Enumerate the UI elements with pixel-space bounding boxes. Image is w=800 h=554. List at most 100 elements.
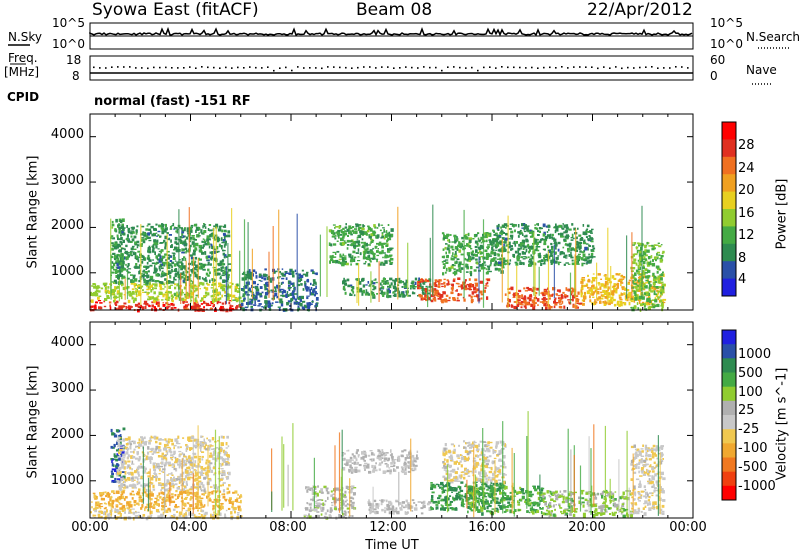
velocity-region-11 xyxy=(630,444,666,516)
velocity-region-3 xyxy=(115,435,231,493)
date-title: 22/Apr/2012 xyxy=(587,0,693,20)
velocity-colorbar-segment-2 xyxy=(722,358,736,373)
freq-dot xyxy=(297,66,299,68)
freq-dot xyxy=(351,67,353,69)
nsky-trace-line xyxy=(89,26,693,37)
freq-dot xyxy=(231,67,233,69)
freq-dot xyxy=(399,67,401,69)
velocity-colorbar-segment-0 xyxy=(722,330,736,345)
freq-dot xyxy=(477,69,479,72)
cbar-vel-tick-m500: -500 xyxy=(738,460,768,475)
freq-dot xyxy=(249,66,251,68)
nsearch-tick-bottom: 10^0 xyxy=(710,37,743,51)
freq-dot xyxy=(531,66,533,69)
freq-dot xyxy=(207,66,209,69)
freq-dot xyxy=(471,66,473,69)
freq-dot xyxy=(201,66,203,68)
power-vertical-streaks xyxy=(110,204,643,309)
freq-dot xyxy=(447,66,449,68)
freq-dot xyxy=(165,66,167,69)
freq-dot xyxy=(423,66,425,68)
cbar-power-tick-20: 20 xyxy=(738,183,755,198)
freq-dot xyxy=(687,67,689,69)
freq-dot xyxy=(183,67,185,69)
freq-dot xyxy=(393,67,395,69)
xtick-6: 00:00 xyxy=(669,520,707,535)
velocity-region-4 xyxy=(303,485,357,520)
ytick-vel-4000: 4000 xyxy=(50,335,84,350)
freq-dot xyxy=(417,67,419,69)
xtick-2: 08:00 xyxy=(269,520,307,535)
velocity-colorbar-segment-6 xyxy=(722,415,736,430)
velocity-colorbar-frame xyxy=(721,329,737,501)
freq-dot xyxy=(99,67,101,69)
velocity-region-9 xyxy=(441,440,507,485)
velocity-colorbar-segment-4 xyxy=(722,386,736,402)
nave-tick-top: 60 xyxy=(710,53,726,67)
velocity-colorbar-segment-10 xyxy=(722,471,736,487)
power-colorbar-segment-4 xyxy=(722,191,736,210)
freq-dot xyxy=(591,66,593,68)
cbar-power-tick-12: 12 xyxy=(738,228,755,243)
freq-dot xyxy=(429,66,431,69)
freq-dot xyxy=(327,66,329,68)
power-region-5 xyxy=(328,223,394,267)
power-colorbar-segment-7 xyxy=(722,243,736,262)
nsky-tick-top: 10^5 xyxy=(52,16,85,30)
velocity-colorbar-segment-3 xyxy=(722,372,736,388)
freq-dot xyxy=(279,67,281,69)
power-colorbar-segment-1 xyxy=(722,139,736,158)
freq-dot xyxy=(459,66,461,69)
freq-tick-top: 18 xyxy=(66,53,82,67)
cbar-power-tick-4: 4 xyxy=(738,272,747,287)
freq-dot xyxy=(159,66,161,69)
xtick-4: 16:00 xyxy=(468,520,506,535)
cbar-vel-tick-m25: -25 xyxy=(738,422,760,437)
freq-dot xyxy=(369,66,371,68)
freq-dot xyxy=(189,66,191,68)
power-colorbar-segment-8 xyxy=(722,261,736,280)
freq-dot xyxy=(663,67,665,69)
freq-dot xyxy=(615,66,617,68)
freq-dot xyxy=(633,67,635,69)
freq-dot xyxy=(141,67,143,69)
ytick-power-2000: 2000 xyxy=(50,218,84,233)
x-axis-label: Time UT xyxy=(365,538,419,553)
velocity-colorbar-segment-1 xyxy=(722,344,736,359)
station-title: Syowa East (fitACF) xyxy=(92,0,259,20)
ytick-vel-2000: 2000 xyxy=(50,427,84,442)
freq-dot xyxy=(621,67,623,70)
nsearch-label: N.Search xyxy=(746,30,800,44)
power-region-7 xyxy=(416,277,491,304)
ytick-power-3000: 3000 xyxy=(50,173,84,188)
freq-dot xyxy=(153,66,155,69)
freq-dot xyxy=(507,66,509,69)
cbar-vel-tick-500: 500 xyxy=(738,366,763,381)
freq-dot xyxy=(627,66,629,69)
freq-dot xyxy=(495,67,497,69)
velocity-colorbar-segment-8 xyxy=(722,443,736,458)
freq-dot xyxy=(273,69,275,72)
power-region-0 xyxy=(90,300,243,313)
freq-dot xyxy=(303,67,305,69)
freq-dot xyxy=(267,66,269,68)
freq-dot xyxy=(405,66,407,68)
freq-dot xyxy=(105,67,107,69)
freq-panel xyxy=(89,55,694,81)
freq-dot xyxy=(261,67,263,69)
power-region-3 xyxy=(115,223,232,286)
cpid-label: CPID xyxy=(7,90,40,104)
freq-dot xyxy=(681,66,683,68)
freq-dot xyxy=(519,66,521,69)
freq-dot xyxy=(111,66,113,68)
cbar-vel-tick-25: 25 xyxy=(738,403,755,418)
velocity-region-1 xyxy=(91,490,243,512)
freq-dot xyxy=(483,66,485,69)
freq-dot xyxy=(597,67,599,70)
freq-dot xyxy=(525,67,527,69)
freq-dot xyxy=(285,66,287,69)
freq-dot xyxy=(669,67,671,69)
freq-dot xyxy=(579,66,581,68)
cbar-power-tick-16: 16 xyxy=(738,206,755,221)
